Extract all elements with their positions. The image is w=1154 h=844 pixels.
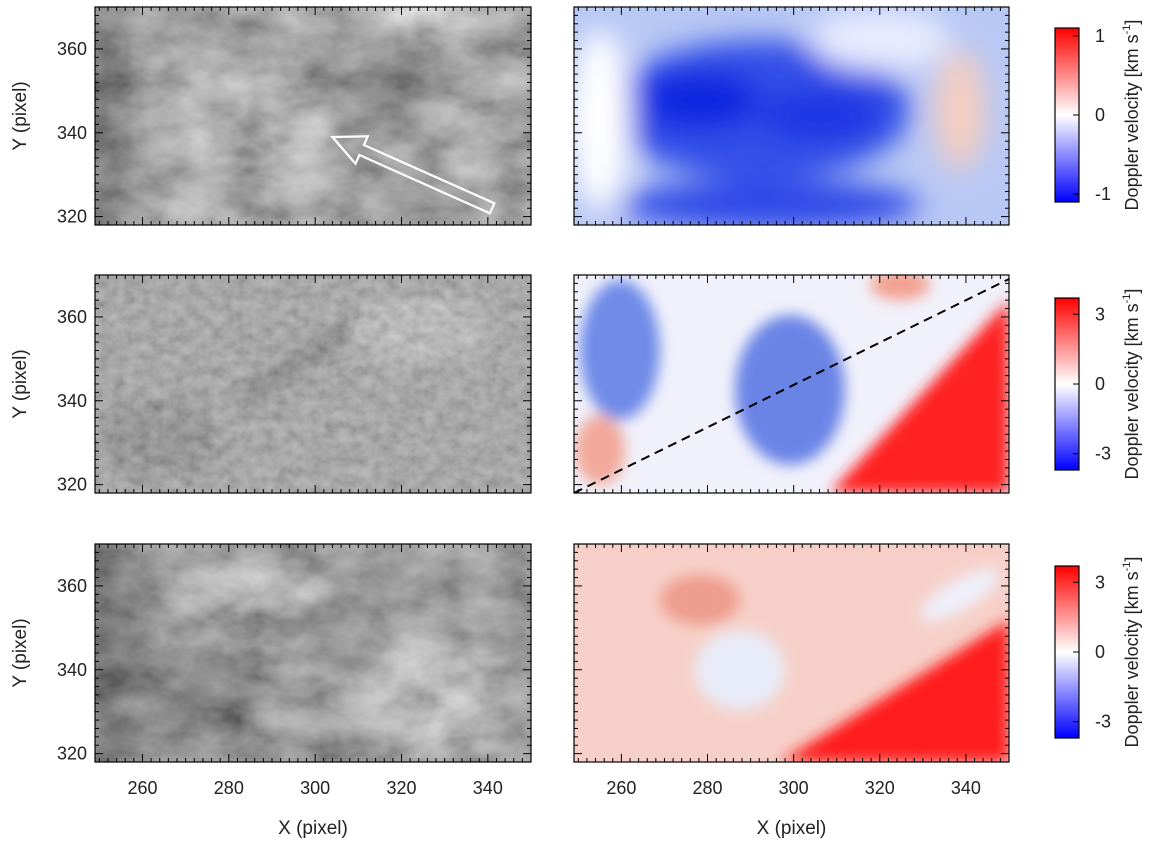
x-tick-label: 340 [951, 778, 981, 798]
velocity-map-row3 [574, 544, 1009, 762]
y-tick-label: 360 [57, 307, 87, 327]
x-tick-label: 320 [865, 778, 895, 798]
colorbar-title: Doppler velocity [km s-1] [1121, 289, 1142, 480]
y-tick-label: 320 [57, 744, 87, 764]
x-tick-label: 300 [300, 778, 330, 798]
x-tick-label: 260 [606, 778, 636, 798]
x-tick-label: 300 [779, 778, 809, 798]
y-tick-label: 360 [57, 576, 87, 596]
y-tick-label: 320 [57, 475, 87, 495]
colorbar-tick-label: 3 [1095, 304, 1105, 324]
colorbar-title: Doppler velocity [km s-1] [1121, 20, 1142, 211]
x-tick-label: 340 [473, 778, 503, 798]
y-tick-label: 340 [57, 391, 87, 411]
arrow-annotation [330, 135, 496, 215]
colorbar-title: Doppler velocity [km s-1] [1121, 557, 1142, 748]
y-axis-title: Y (pixel) [10, 81, 31, 150]
x-tick-label: 280 [214, 778, 244, 798]
y-tick-label: 360 [57, 39, 87, 59]
intensity-map-row3 [95, 544, 531, 762]
colorbar-tick-label: 0 [1095, 374, 1105, 394]
colorbar-tick-label: 1 [1095, 26, 1105, 46]
velocity-map-row2 [574, 275, 1009, 493]
y-tick-label: 340 [57, 660, 87, 680]
y-tick-label: 320 [57, 207, 87, 227]
colorbar-tick-label: 0 [1095, 642, 1105, 662]
colorbar-tick-label: -1 [1095, 184, 1111, 204]
x-axis-title: X (pixel) [278, 818, 348, 839]
colorbar-tick-label: 0 [1095, 105, 1105, 125]
colorbar-tick-label: -3 [1095, 712, 1111, 732]
x-tick-label: 320 [386, 778, 416, 798]
intensity-map-row1 [95, 7, 531, 225]
colorbar-tick-label: -3 [1095, 444, 1111, 464]
colorbar-tick-label: 3 [1095, 572, 1105, 592]
velocity-map-row1 [574, 7, 1009, 225]
y-axis-title: Y (pixel) [10, 618, 31, 687]
x-tick-label: 260 [127, 778, 157, 798]
x-axis-title: X (pixel) [757, 818, 827, 839]
dashed-line [574, 278, 1009, 493]
intensity-map-row2 [95, 275, 531, 493]
x-tick-label: 280 [692, 778, 722, 798]
y-axis-title: Y (pixel) [10, 349, 31, 418]
y-tick-label: 340 [57, 123, 87, 143]
